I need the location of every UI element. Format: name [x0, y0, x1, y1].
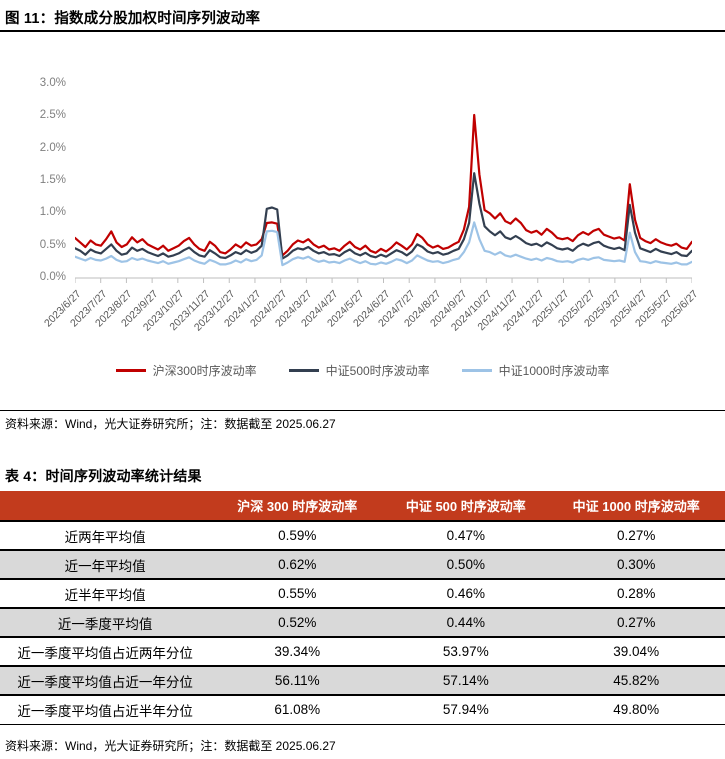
row-value: 0.50% [384, 549, 548, 579]
row-value: 0.27% [547, 520, 725, 550]
y-tick-label: 2.0% [39, 141, 66, 154]
table-row: 近一季度平均值占近两年分位 39.34% 53.97% 39.04% [0, 636, 725, 666]
y-tick-label: 1.0% [39, 206, 66, 219]
legend-label: 中证1000时序波动率 [498, 364, 610, 378]
figure-bottom-rule [0, 410, 725, 411]
row-value: 49.80% [547, 694, 725, 725]
figure-source-note: 资料来源：Wind，光大证券研究所；注：数据截至 2025.06.27 [5, 417, 336, 431]
row-value: 57.14% [384, 665, 548, 695]
row-label: 近一季度平均值占近一年分位 [0, 665, 211, 695]
series-line [75, 113, 692, 257]
row-value: 0.59% [210, 520, 385, 550]
series-line [75, 172, 692, 260]
row-value: 0.47% [384, 520, 548, 550]
table-title: 表 4：时间序列波动率统计结果 [5, 468, 202, 484]
y-tick-label: 2.5% [39, 109, 66, 122]
y-tick-label: 0.5% [39, 238, 66, 251]
row-value: 0.28% [547, 578, 725, 608]
table-header-cell: 沪深 300 时序波动率 [210, 491, 385, 521]
table-header-cell [0, 491, 211, 521]
row-value: 0.55% [210, 578, 385, 608]
legend-line-swatch [288, 369, 319, 372]
row-label: 近半年平均值 [0, 578, 211, 608]
row-value: 0.44% [384, 607, 548, 637]
row-value: 61.08% [210, 694, 385, 725]
legend-item: 中证1000时序波动率 [461, 362, 610, 379]
y-tick-label: 1.5% [39, 174, 66, 186]
row-value: 53.97% [384, 636, 548, 666]
table-row: 近一年平均值 0.62% 0.50% 0.30% [0, 549, 725, 579]
figure-title: 图 11：指数成分股加权时间序列波动率 [5, 11, 261, 27]
row-value: 0.30% [547, 549, 725, 579]
table-row: 近一季度平均值占近半年分位 61.08% 57.94% 49.80% [0, 694, 725, 725]
volatility-stats-table: 沪深 300 时序波动率 中证 500 时序波动率 中证 1000 时序波动率 近两… [0, 491, 725, 725]
row-value: 57.94% [384, 694, 548, 725]
table-row: 近两年平均值 0.59% 0.47% 0.27% [0, 520, 725, 550]
row-value: 0.27% [547, 607, 725, 637]
row-label: 近两年平均值 [0, 520, 211, 550]
row-label: 近一年平均值 [0, 549, 211, 579]
table-row: 近一季度平均值 0.52% 0.44% 0.27% [0, 607, 725, 637]
legend-label: 中证500时序波动率 [325, 364, 430, 378]
table-header-cell: 中证 1000 时序波动率 [547, 491, 725, 521]
y-tick-label: 0.0% [39, 271, 66, 283]
series-line [75, 221, 692, 267]
table-row: 近一季度平均值占近一年分位 56.11% 57.14% 45.82% [0, 665, 725, 695]
title-divider [0, 30, 725, 32]
row-value: 45.82% [547, 665, 725, 695]
row-value: 56.11% [210, 665, 385, 695]
row-value: 39.04% [547, 636, 725, 666]
table-header-cell: 中证 500 时序波动率 [384, 491, 548, 521]
table-source-note: 资料来源：Wind，光大证券研究所；注：数据截至 2025.06.27 [5, 739, 336, 753]
volatility-line-chart: 0.0% 0.5% 1.0% 1.5% 2.0% 2.5% 3.0% 2023/6/27 20… [0, 60, 725, 408]
y-tick-label: 3.0% [39, 77, 66, 89]
row-value: 0.62% [210, 549, 385, 579]
table-row: 近半年平均值 0.55% 0.46% 0.28% [0, 578, 725, 608]
legend-item: 沪深300时序波动率 [115, 362, 257, 379]
row-label: 近一季度平均值 [0, 607, 211, 637]
legend-label: 沪深300时序波动率 [152, 364, 257, 378]
legend-line-swatch [461, 369, 492, 372]
legend-line-swatch [115, 369, 146, 372]
row-value: 0.46% [384, 578, 548, 608]
plot-area [75, 113, 692, 283]
row-label: 近一季度平均值占近两年分位 [0, 636, 211, 666]
row-value: 39.34% [210, 636, 385, 666]
table-header-row: 沪深 300 时序波动率 中证 500 时序波动率 中证 1000 时序波动率 [0, 491, 725, 521]
row-value: 0.52% [210, 607, 385, 637]
legend-item: 中证500时序波动率 [288, 362, 430, 379]
row-label: 近一季度平均值占近半年分位 [0, 694, 211, 725]
chart-legend: 沪深300时序波动率 中证500时序波动率 中证1000时序波动率 [0, 362, 725, 379]
